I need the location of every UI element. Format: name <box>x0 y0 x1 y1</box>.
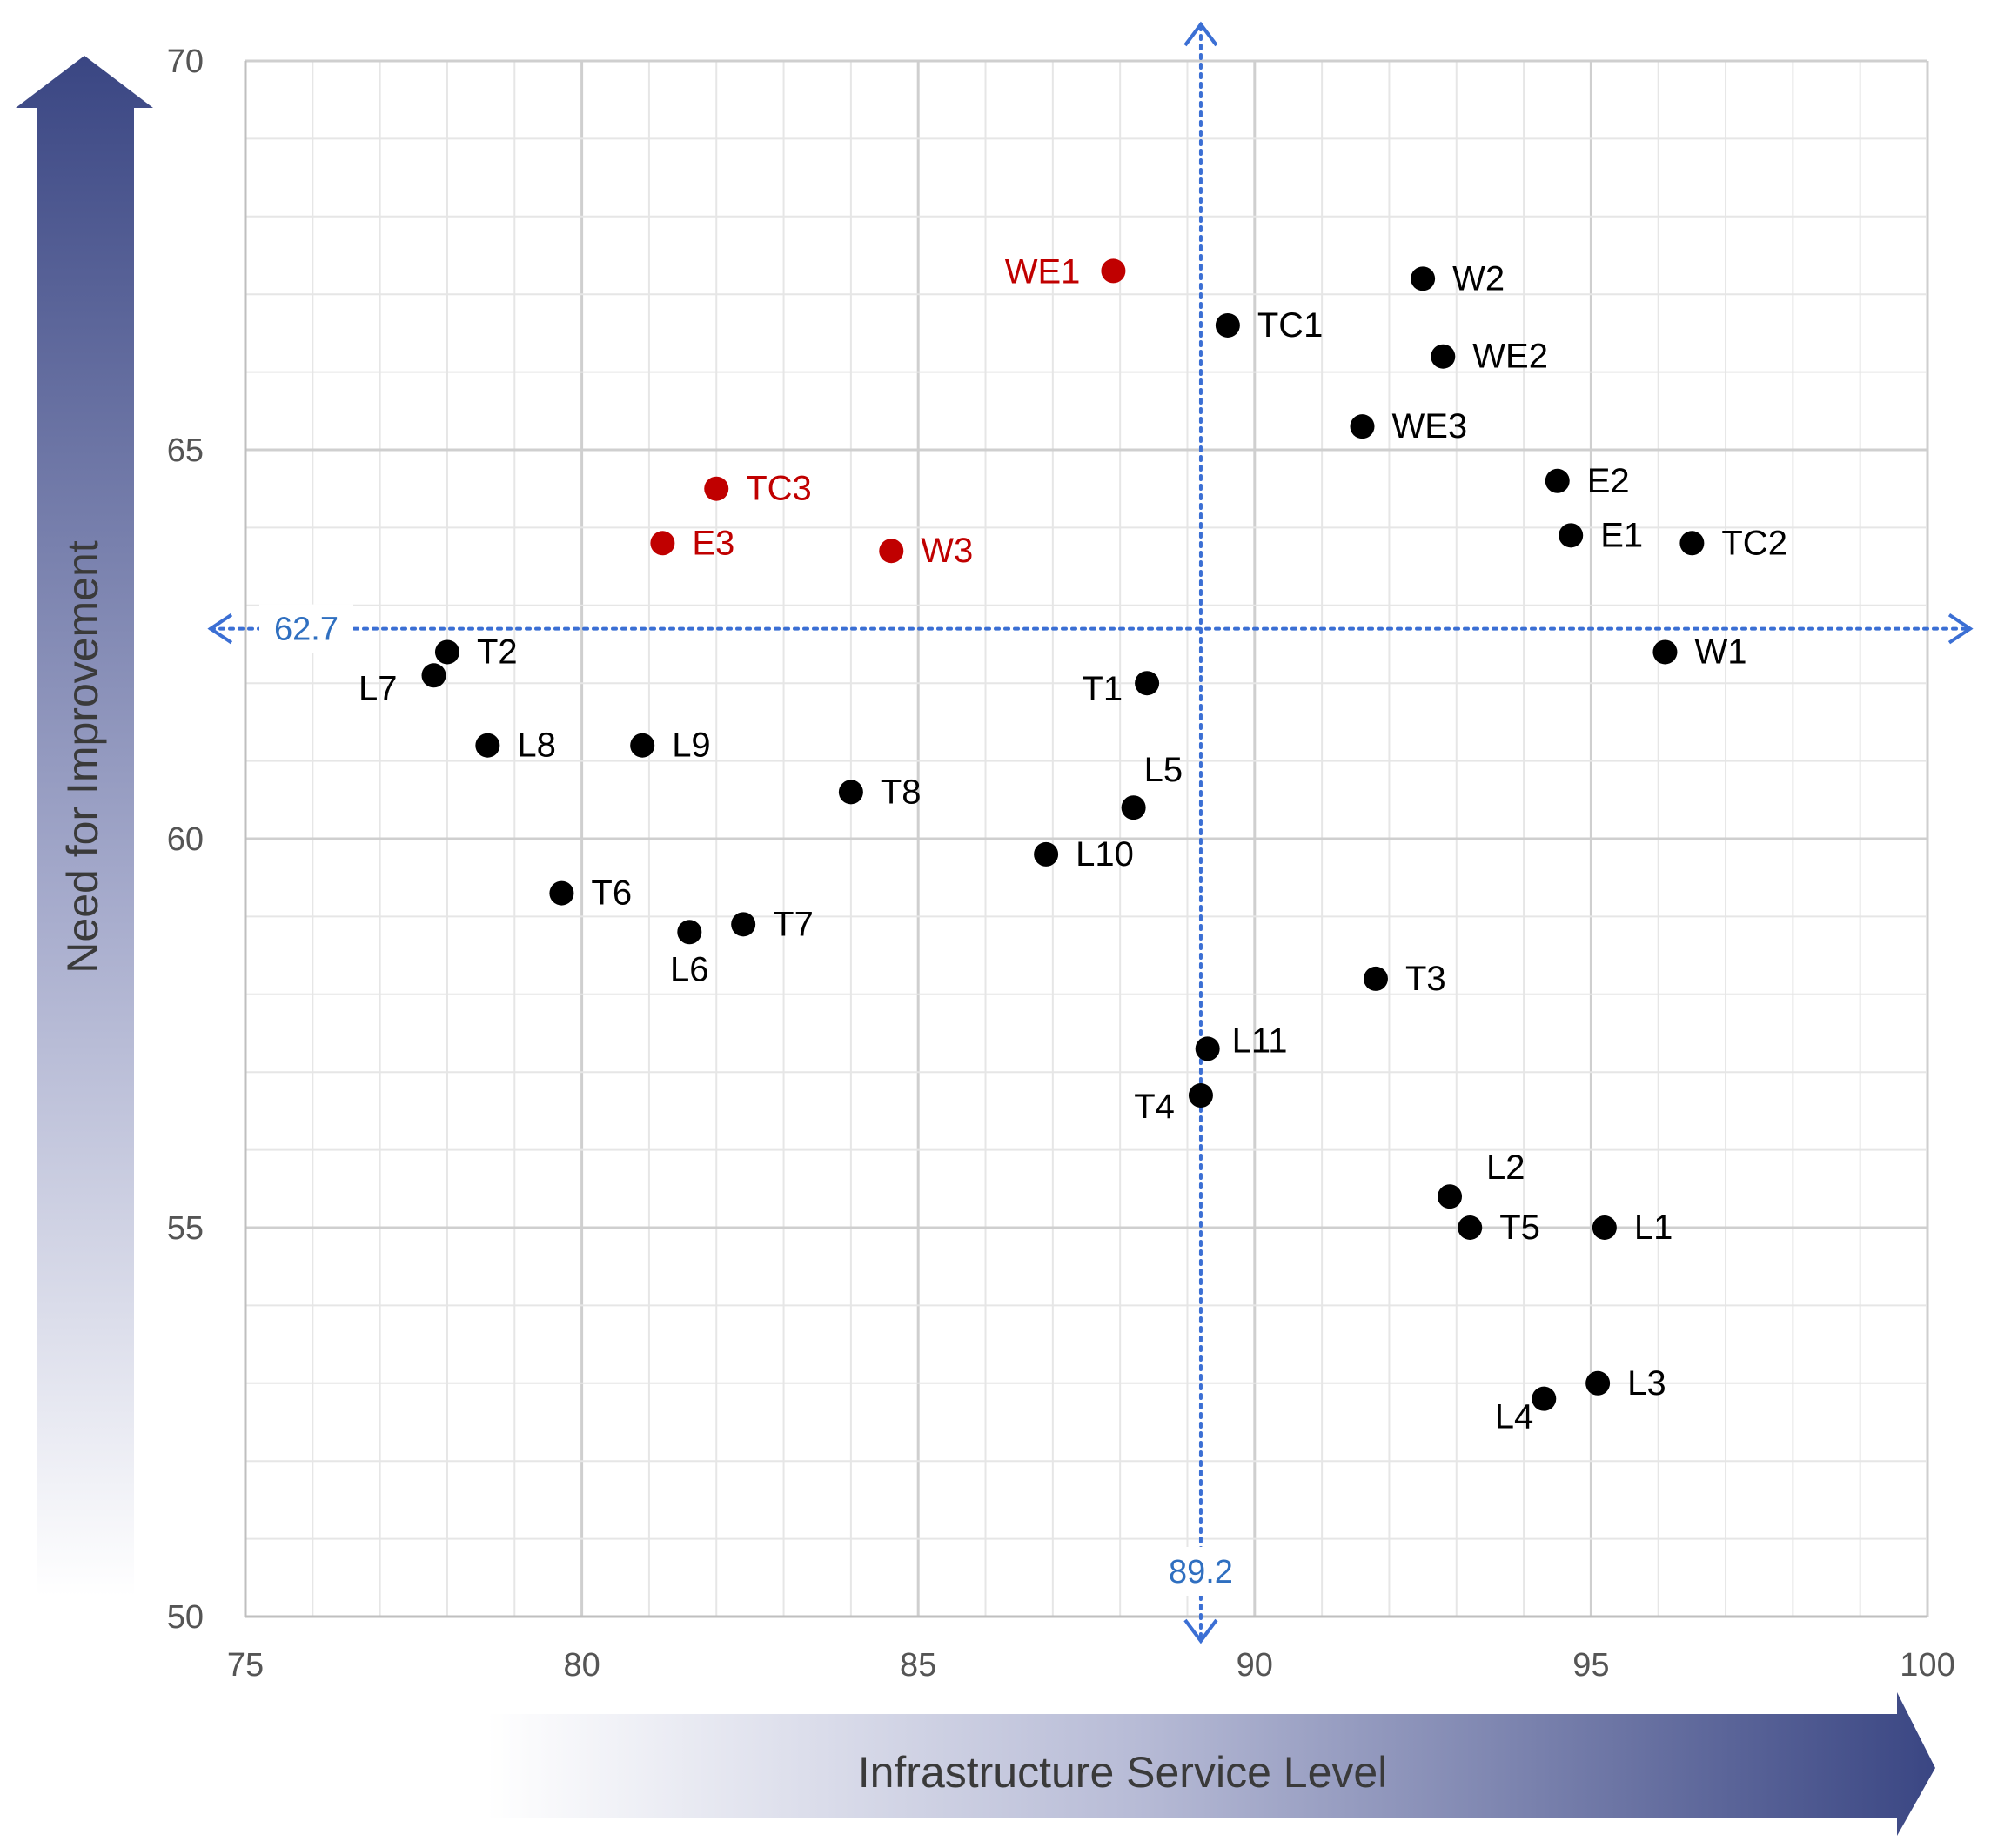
data-point[interactable] <box>1363 966 1388 991</box>
data-point-label: W3 <box>921 532 973 570</box>
tick-labels: 75 80 85 90 95 100 50 55 60 65 70 <box>167 44 1955 1684</box>
data-point-label: L7 <box>359 669 398 707</box>
data-point[interactable] <box>1188 1083 1213 1108</box>
axes <box>244 61 1927 1618</box>
data-point[interactable] <box>1592 1215 1617 1240</box>
y-axis-arrow <box>16 56 153 1597</box>
x-tick-label: 90 <box>1237 1647 1273 1684</box>
data-point[interactable] <box>1679 531 1705 556</box>
y-tick-label: 55 <box>167 1210 204 1247</box>
data-point[interactable] <box>650 531 675 556</box>
data-point[interactable] <box>1034 841 1059 867</box>
data-point[interactable] <box>434 639 459 665</box>
data-point[interactable] <box>1559 523 1584 548</box>
x-mean-label: 89.2 <box>1169 1554 1233 1590</box>
data-point[interactable] <box>1411 266 1436 291</box>
data-point[interactable] <box>1545 468 1570 493</box>
data-point[interactable] <box>1121 795 1146 820</box>
data-point[interactable] <box>1350 414 1375 439</box>
data-point[interactable] <box>1215 312 1240 338</box>
data-point-label: T4 <box>1134 1088 1175 1126</box>
y-tick-label: 50 <box>167 1599 204 1636</box>
data-point-label: L11 <box>1232 1021 1288 1060</box>
data-point[interactable] <box>1195 1036 1220 1061</box>
data-point[interactable] <box>1431 344 1456 369</box>
data-point-label: T1 <box>1082 670 1123 708</box>
data-point-label: W1 <box>1694 633 1746 671</box>
data-point-label: L6 <box>670 950 709 988</box>
y-mean-label: 62.7 <box>274 612 339 648</box>
data-point-label: L1 <box>1634 1209 1673 1247</box>
y-axis-title: Need for Improvement <box>58 540 107 974</box>
data-point-label: L10 <box>1076 835 1134 874</box>
data-point-label: E2 <box>1587 462 1630 500</box>
x-mean-arrowhead-up <box>1183 21 1218 47</box>
data-point-label: L3 <box>1627 1364 1666 1403</box>
data-point[interactable] <box>1652 639 1678 665</box>
x-tick-label: 80 <box>563 1647 600 1684</box>
y-mean-arrowhead-left <box>207 613 233 645</box>
y-tick-label: 65 <box>167 432 204 469</box>
y-tick-label: 60 <box>167 821 204 858</box>
data-point-label: TC3 <box>746 470 812 508</box>
data-point-label: WE1 <box>1005 252 1081 291</box>
x-mean-arrowhead-down <box>1183 1618 1218 1644</box>
data-point-label: TC1 <box>1257 306 1324 345</box>
data-point-label: L4 <box>1495 1398 1534 1436</box>
data-point[interactable] <box>1532 1386 1557 1411</box>
x-tick-label: 100 <box>1900 1647 1954 1684</box>
data-point[interactable] <box>879 539 904 564</box>
data-point-label: L8 <box>517 726 556 765</box>
data-point[interactable] <box>838 780 863 805</box>
data-point-label: T3 <box>1405 960 1446 998</box>
data-point[interactable] <box>549 880 574 906</box>
data-point[interactable] <box>1101 258 1126 284</box>
data-point-label: L5 <box>1144 751 1183 789</box>
data-point[interactable] <box>704 476 729 501</box>
data-point[interactable] <box>731 912 756 937</box>
data-point-label: E1 <box>1600 516 1643 554</box>
data-point-label: L2 <box>1486 1148 1525 1187</box>
data-point[interactable] <box>475 733 500 758</box>
x-mean-label-bg <box>1153 1547 1248 1596</box>
data-point[interactable] <box>630 733 655 758</box>
data-point-label: W2 <box>1452 259 1505 298</box>
data-point[interactable] <box>1438 1184 1463 1209</box>
data-point-label: L9 <box>672 726 711 765</box>
x-tick-label: 95 <box>1572 1647 1609 1684</box>
x-tick-label: 75 <box>227 1647 264 1684</box>
x-axis-arrow <box>487 1692 1935 1836</box>
data-point-label: T6 <box>591 874 632 913</box>
grid <box>244 59 1929 1618</box>
data-point[interactable] <box>1458 1215 1483 1240</box>
data-point[interactable] <box>421 663 446 688</box>
data-point-label: T7 <box>773 905 814 943</box>
data-point-label: T5 <box>1499 1209 1540 1247</box>
x-tick-label: 85 <box>900 1647 936 1684</box>
data-point-label: T2 <box>477 633 518 671</box>
data-point-label: WE2 <box>1472 338 1548 376</box>
data-point-label: E3 <box>692 524 734 562</box>
y-tick-label: 70 <box>167 44 204 80</box>
data-point-label: WE3 <box>1392 407 1468 445</box>
y-mean-arrowhead-right <box>1947 613 1974 645</box>
data-point[interactable] <box>1585 1370 1611 1396</box>
data-point-label: TC2 <box>1721 524 1787 562</box>
data-point-label: T8 <box>881 773 922 811</box>
data-point[interactable] <box>677 920 702 945</box>
reference-lines: 62.7 89.2 <box>207 21 1974 1644</box>
data-point[interactable] <box>1135 671 1160 696</box>
y-mean-label-bg <box>259 604 353 653</box>
x-axis-title: Infrastructure Service Level <box>858 1748 1388 1797</box>
